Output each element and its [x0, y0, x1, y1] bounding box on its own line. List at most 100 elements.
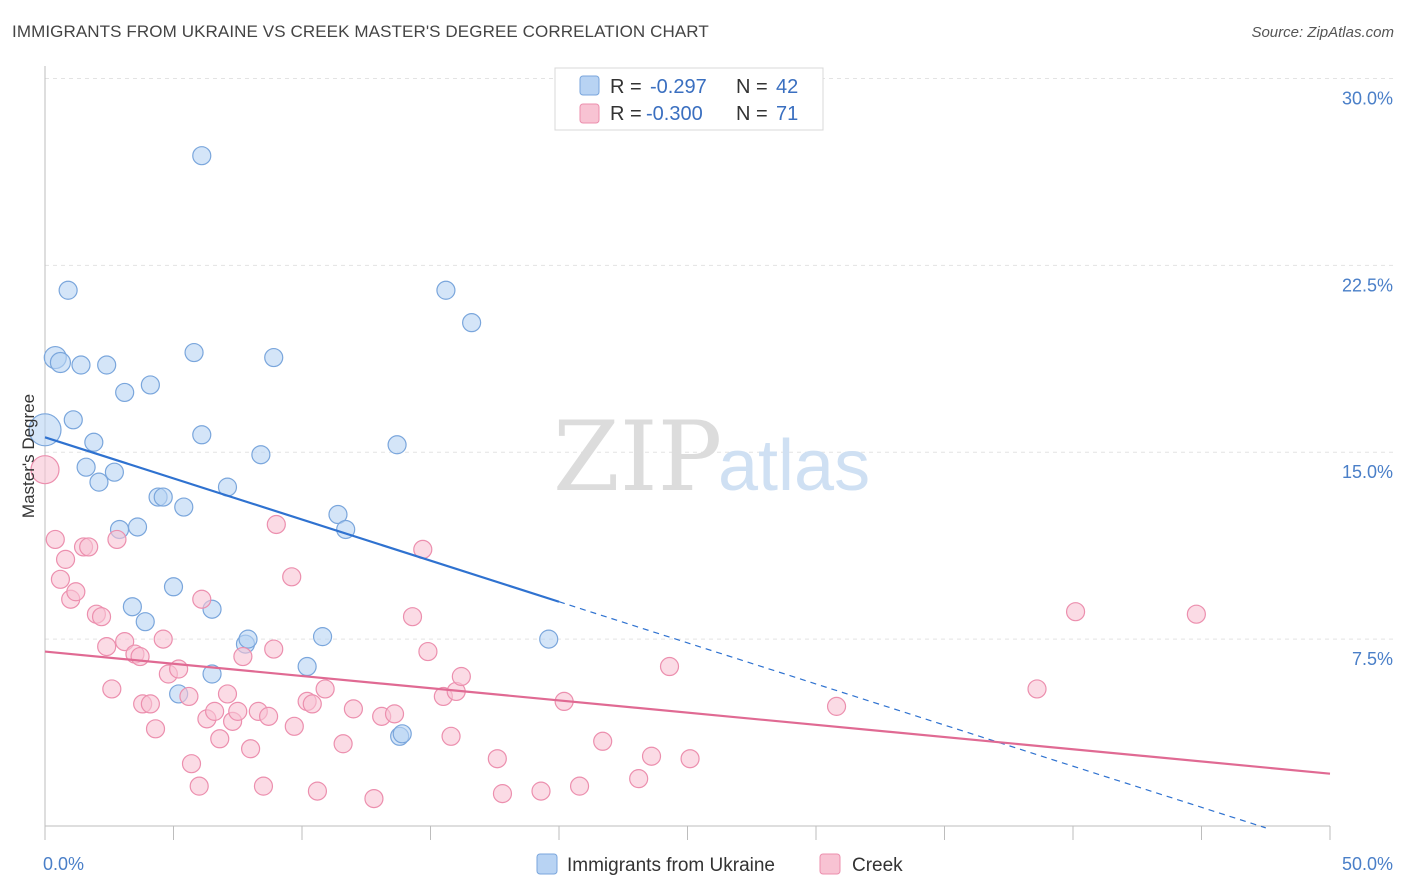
legend-r-value-creek: -0.300	[646, 103, 703, 125]
y-tick-label: 30.0%	[1342, 88, 1393, 108]
data-point-ukraine	[76, 457, 96, 477]
legend-n-label-ukraine: N =	[736, 76, 768, 98]
data-point-creek	[307, 781, 328, 801]
data-point-creek	[205, 701, 225, 721]
data-point-creek	[258, 706, 279, 726]
data-point-ukraine	[97, 355, 117, 375]
data-point-ukraine	[84, 432, 104, 452]
data-point-creek	[181, 754, 202, 774]
data-point-ukraine	[392, 724, 412, 744]
data-point-creek	[659, 656, 680, 677]
y-tick-label: 7.5%	[1352, 649, 1393, 669]
data-point-creek	[364, 788, 384, 809]
data-point-creek	[55, 549, 76, 569]
data-point-creek	[284, 716, 304, 736]
chart-source: Source: ZipAtlas.com	[1251, 24, 1394, 41]
data-point-ukraine	[312, 627, 333, 647]
data-point-ukraine	[104, 462, 124, 482]
data-point-creek	[140, 694, 160, 714]
trend-lines	[44, 436, 1331, 829]
data-point-creek	[593, 731, 613, 751]
data-point-creek	[266, 514, 286, 535]
data-point-creek	[282, 567, 302, 587]
legend-n-label-creek: N =	[736, 103, 768, 125]
data-point-ukraine	[49, 351, 72, 374]
data-point-creek	[233, 646, 253, 667]
legend-n-value-creek: 71	[776, 103, 798, 125]
data-point-ukraine	[238, 629, 258, 649]
data-point-creek	[50, 569, 71, 589]
data-point-ukraine	[192, 146, 212, 166]
data-point-ukraine	[28, 413, 62, 447]
data-point-creek	[241, 739, 261, 759]
data-point-creek	[130, 646, 150, 667]
legend-n-value-ukraine: 42	[776, 76, 798, 98]
legend-swatch-creek	[579, 103, 600, 124]
data-point-creek	[107, 529, 127, 550]
data-point-creek	[192, 589, 212, 609]
data-point-creek	[210, 729, 230, 749]
data-point-ukraine	[174, 497, 194, 517]
data-point-ukraine	[115, 382, 135, 403]
data-point-creek	[145, 719, 166, 739]
data-point-creek	[264, 639, 284, 659]
data-point-creek	[333, 734, 353, 754]
data-point-creek	[402, 607, 423, 627]
data-point-ukraine	[264, 347, 284, 368]
data-point-creek	[451, 666, 471, 687]
data-point-creek	[641, 746, 662, 766]
y-tick-label: 22.5%	[1342, 275, 1393, 295]
bottom-legend-label-ukraine: Immigrants from Ukraine	[567, 855, 775, 876]
data-point-creek	[441, 726, 461, 746]
y-axis-label: Master's Degree	[19, 394, 38, 518]
data-point-ukraine	[140, 375, 160, 395]
legend-swatch-ukraine	[579, 75, 600, 96]
data-point-ukraine	[127, 517, 148, 537]
watermark-atlas: atlas	[718, 426, 870, 506]
data-point-creek	[45, 529, 65, 550]
data-point-ukraine	[153, 487, 173, 507]
data-point-ukraine	[462, 313, 482, 333]
data-point-creek	[189, 776, 209, 796]
data-point-ukraine	[202, 664, 222, 684]
data-point-ukraine	[135, 612, 155, 632]
data-point-creek	[487, 749, 507, 769]
data-point-ukraine	[251, 445, 271, 465]
data-point-creek	[179, 686, 199, 707]
data-point-creek	[115, 632, 135, 652]
data-point-creek	[343, 699, 363, 719]
data-point-creek	[492, 784, 513, 804]
correlation-legend: R = -0.297 N = 42 R = -0.300 N = 71	[554, 67, 824, 131]
data-point-ukraine	[63, 410, 83, 430]
data-point-creek	[680, 749, 700, 769]
trend-line-ukraine	[44, 436, 560, 603]
data-point-creek	[79, 537, 99, 557]
x-tick-label-min: 0.0%	[43, 854, 84, 874]
data-point-ukraine	[122, 597, 142, 617]
data-point-creek	[315, 679, 335, 699]
y-tick-label: 15.0%	[1342, 462, 1393, 482]
data-point-ukraine	[89, 472, 109, 492]
bottom-legend-label-creek: Creek	[852, 855, 903, 876]
data-point-creek	[384, 704, 405, 724]
data-points	[28, 146, 1206, 809]
data-point-ukraine	[297, 656, 317, 677]
data-point-creek	[253, 776, 274, 796]
data-point-ukraine	[184, 342, 204, 363]
data-point-ukraine	[58, 280, 78, 300]
data-point-ukraine	[328, 504, 348, 525]
bottom-legend-swatch-ukraine	[536, 853, 558, 875]
data-point-creek	[1027, 679, 1047, 699]
trend-line-extension-ukraine	[558, 601, 1266, 829]
data-point-creek	[826, 696, 847, 716]
data-point-creek	[30, 455, 60, 485]
legend-r-label-ukraine: R =	[610, 76, 642, 98]
data-point-creek	[531, 781, 551, 801]
data-point-creek	[569, 776, 590, 796]
data-point-ukraine	[539, 629, 559, 649]
chart-title: IMMIGRANTS FROM UKRAINE VS CREEK MASTER'…	[12, 22, 709, 41]
x-tick-label-max: 50.0%	[1342, 854, 1393, 874]
data-point-creek	[91, 607, 112, 627]
axes: 7.5% 15.0% 22.5% 30.0% 0.0% 50.0%	[43, 66, 1393, 874]
